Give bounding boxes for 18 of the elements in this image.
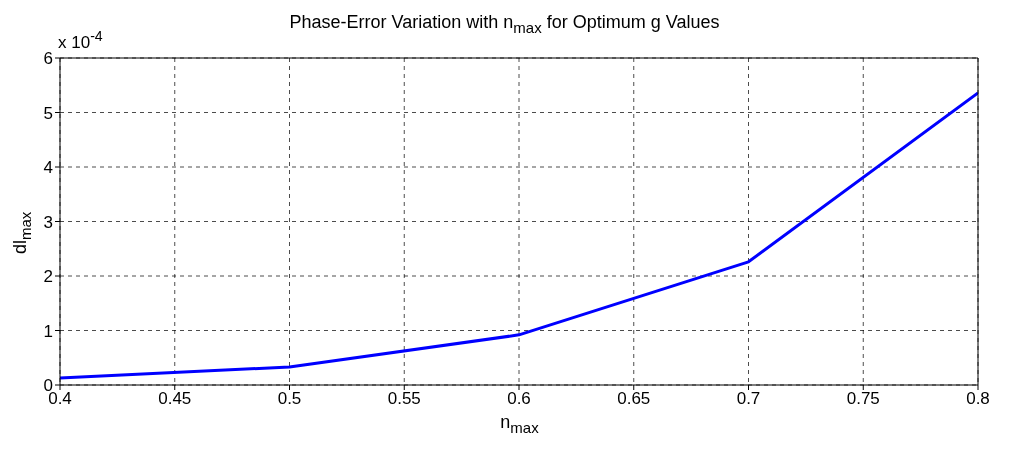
x-tick-label: 0.8 [966, 389, 990, 409]
y-tick-label: 3 [43, 212, 53, 232]
x-tick-label: 0.6 [507, 389, 531, 409]
x-tick-label: 0.75 [846, 389, 880, 409]
x-tick-label: 0.65 [617, 389, 651, 409]
y-tick-label: 1 [43, 321, 53, 341]
x-tick-label: 0.5 [277, 389, 302, 409]
line-series [60, 91, 978, 380]
y-tick-label: 2 [43, 267, 53, 287]
x-axis-title: n$_{max}$ [499, 412, 540, 436]
y-tick-label: 5 [43, 103, 53, 123]
chart-title: Phase-Error Variation with n$_{max}$ for Optimum g Values [289, 12, 720, 36]
x-tick-label: 0.7 [736, 389, 761, 409]
y-tick-label: 4 [43, 158, 53, 178]
x-tick-label: 0.45 [158, 389, 192, 409]
y-tick-label: 6 [43, 49, 53, 69]
text: x 10$^{-4}$ [58, 28, 103, 53]
x-tick-label: 0.55 [387, 389, 421, 409]
